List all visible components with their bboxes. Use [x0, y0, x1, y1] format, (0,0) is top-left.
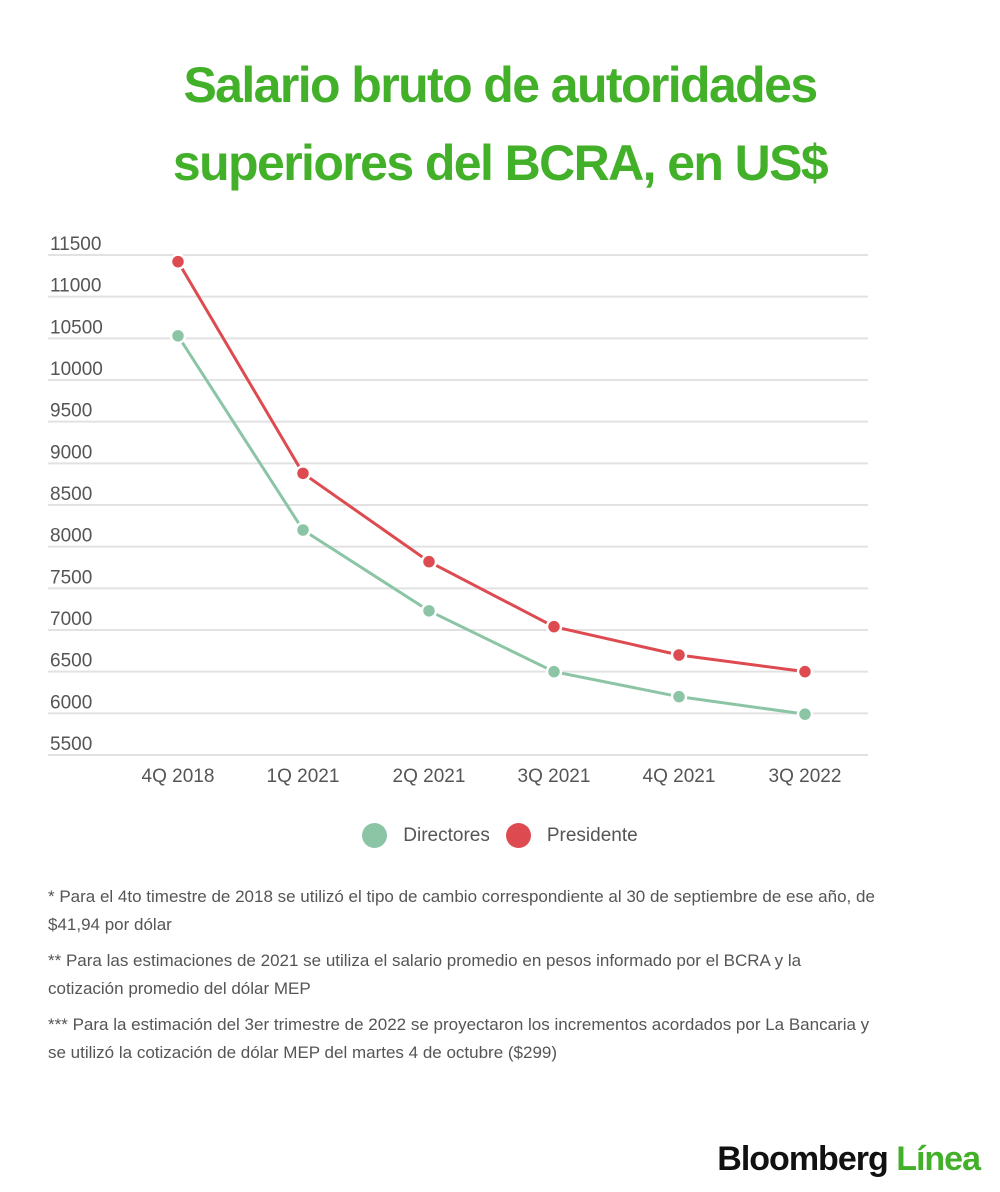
series-line-presidente — [176, 260, 806, 674]
brand-suffix: Línea — [896, 1140, 981, 1178]
directores-swatch-icon — [362, 823, 388, 848]
footnote-3: *** Para la estimación del 3er trimestre… — [48, 1015, 870, 1062]
y-tick-label: 6500 — [50, 651, 92, 672]
brand-name: Bloomberg — [717, 1140, 888, 1178]
data-point-marker[interactable] — [420, 602, 438, 620]
series-lines — [169, 253, 814, 723]
data-point-marker[interactable] — [420, 553, 438, 570]
x-tick-label: 3Q 2021 — [518, 766, 591, 787]
chart-title-line-2: superiores del BCRA, en US$ — [172, 135, 829, 191]
legend: Directores Presidente — [0, 823, 1000, 848]
gridlines — [48, 254, 868, 756]
x-tick-label: 4Q 2021 — [643, 766, 716, 787]
presidente-swatch-icon — [505, 823, 531, 848]
y-tick-label: 10000 — [50, 359, 103, 380]
data-point-marker[interactable] — [169, 327, 187, 345]
chart-title-line-1: Salario bruto de autoridades — [183, 57, 818, 113]
legend-label: Presidente — [546, 824, 638, 846]
legend-item-presidente[interactable]: Presidente — [505, 823, 638, 848]
y-axis-ticks: 11500 11000 10500 10000 9500 9000 8500 8000 7500… — [50, 234, 103, 755]
x-tick-label: 3Q 2022 — [769, 766, 842, 787]
data-point-marker[interactable] — [545, 663, 563, 680]
legend-label: Directores — [403, 824, 490, 846]
x-axis-ticks: 4Q 2018 1Q 2021 2Q 2021 3Q 2021 4Q 2021 3Q 20… — [142, 766, 842, 787]
data-point-marker[interactable] — [169, 253, 187, 270]
y-tick-label: 9500 — [50, 401, 92, 422]
x-tick-label: 1Q 2021 — [267, 766, 340, 787]
y-tick-label: 7500 — [50, 567, 92, 588]
data-point-marker[interactable] — [796, 663, 814, 680]
y-tick-label: 7000 — [50, 609, 92, 630]
y-tick-label: 5500 — [50, 734, 92, 755]
legend-item-directores[interactable]: Directores — [362, 823, 490, 848]
data-point-marker[interactable] — [796, 705, 814, 723]
y-tick-label: 11000 — [50, 276, 101, 297]
data-point-marker[interactable] — [545, 618, 563, 635]
x-tick-label: 2Q 2021 — [393, 766, 466, 787]
data-point-marker[interactable] — [670, 688, 688, 705]
brand-logo: Bloomberg Línea — [717, 1140, 981, 1179]
data-point-marker[interactable] — [294, 465, 312, 482]
footnote-1: * Para el 4to timestre de 2018 se utiliz… — [48, 887, 875, 934]
y-tick-label: 10500 — [50, 317, 103, 338]
line-chart: 11500 11000 10500 10000 9500 9000 8500 8000 7500… — [48, 234, 868, 787]
series-line-directores — [176, 335, 806, 716]
chart-title: Salario bruto de autoridades superiores … — [0, 46, 1000, 202]
y-tick-label: 11500 — [50, 234, 101, 255]
footnotes: * Para el 4to timestre de 2018 se utiliz… — [48, 883, 878, 1075]
data-point-marker[interactable] — [294, 521, 312, 539]
y-tick-label: 8500 — [50, 484, 92, 505]
y-tick-label: 6000 — [50, 692, 92, 713]
x-tick-label: 4Q 2018 — [142, 766, 215, 787]
y-tick-label: 9000 — [50, 442, 92, 463]
footnote-2: ** Para las estimaciones de 2021 se util… — [48, 951, 802, 998]
data-point-marker[interactable] — [670, 646, 688, 664]
y-tick-label: 8000 — [50, 526, 92, 547]
